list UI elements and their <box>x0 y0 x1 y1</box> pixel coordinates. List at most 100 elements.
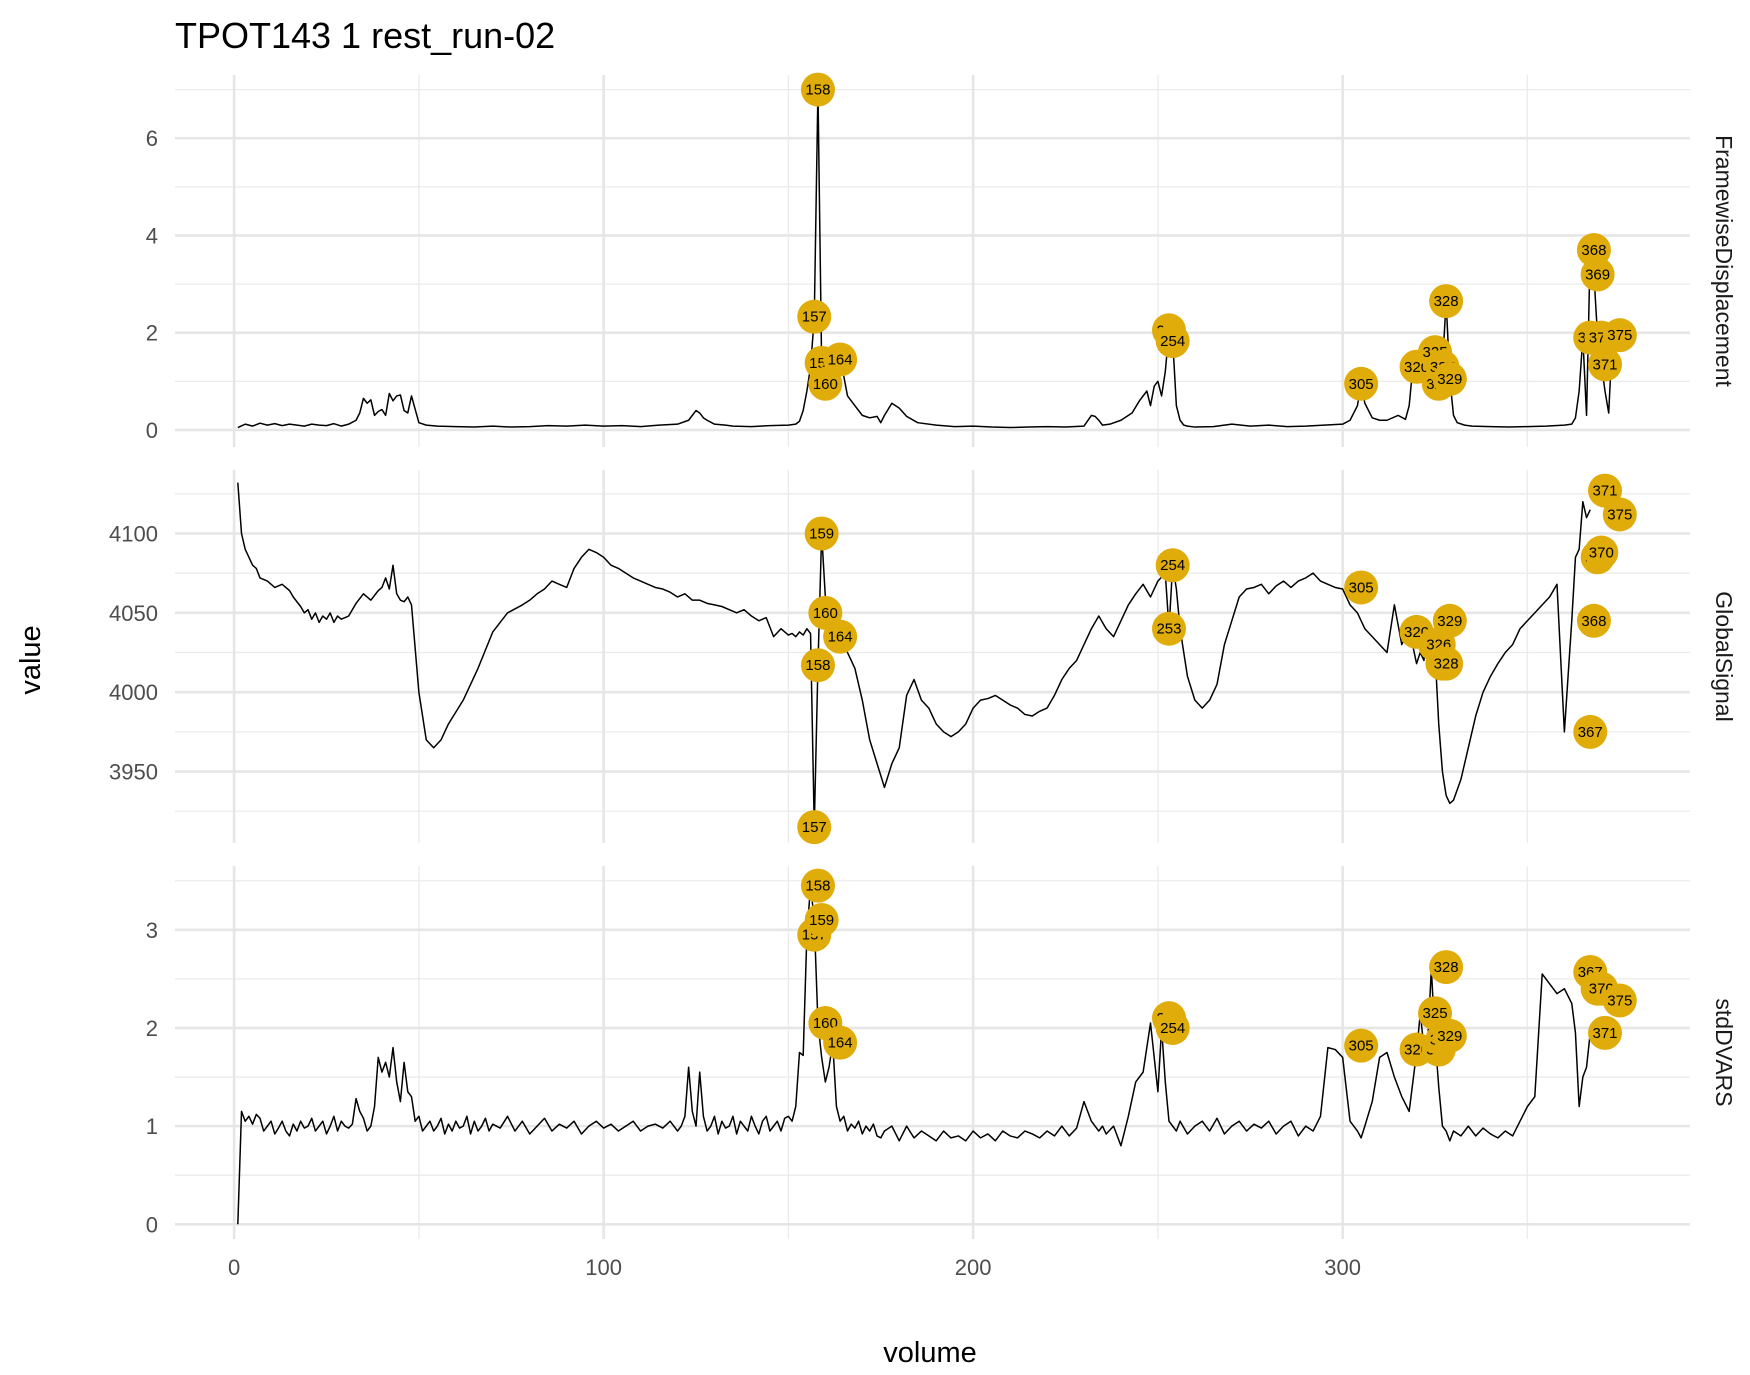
x-tick-label: 0 <box>228 1255 240 1280</box>
y-tick-label: 4 <box>146 223 158 248</box>
y-tick-label: 0 <box>146 418 158 443</box>
panel-1: 3950 4000 4050 4100 GlobalSignal 157 158 159 160… <box>109 470 1737 845</box>
y-tick-label: 4050 <box>109 601 158 626</box>
point-label: 305 <box>1349 1038 1374 1055</box>
point-label: 325 <box>1423 1005 1448 1022</box>
highlight-point <box>1588 1015 1623 1050</box>
point-label: 164 <box>828 351 853 368</box>
point-label: 158 <box>805 657 830 674</box>
panel-2: 0123stdDVARS1571581591601642532543053203… <box>146 866 1737 1239</box>
point-label: 368 <box>1581 613 1606 630</box>
highlight-point <box>797 299 832 334</box>
point-label: 253 <box>1156 621 1181 638</box>
y-axis-title: value <box>15 625 47 694</box>
point-label: 367 <box>1578 724 1603 741</box>
x-axis-title: volume <box>883 1337 977 1369</box>
highlight-point <box>1429 646 1464 681</box>
highlight-point <box>1576 603 1611 638</box>
point-label: 158 <box>805 82 830 99</box>
highlight-point <box>1344 1028 1379 1063</box>
highlight-point <box>1429 284 1464 319</box>
highlight-point <box>1432 361 1467 396</box>
y-tick-label: 2 <box>146 321 158 346</box>
point-label: 305 <box>1349 376 1374 393</box>
highlight-point <box>1155 1010 1190 1045</box>
point-label: 368 <box>1581 242 1606 259</box>
point-label: 371 <box>1592 483 1617 500</box>
highlight-point <box>804 516 839 551</box>
facet-label: GlobalSignal <box>1711 591 1737 721</box>
highlight-point <box>1602 497 1637 532</box>
chart-title: TPOT143 1 rest_run-02 <box>175 15 555 56</box>
highlight-point <box>800 868 835 903</box>
highlight-point <box>1432 603 1467 638</box>
highlight-point <box>1602 983 1637 1018</box>
facet-label: stdDVARS <box>1711 998 1737 1106</box>
y-tick-label: 2 <box>146 1016 158 1041</box>
point-label: 375 <box>1607 327 1632 344</box>
point-label: 157 <box>802 309 827 326</box>
point-label: 254 <box>1160 333 1185 350</box>
panels-group: 0 2 4 6 FramewiseDisplacement 157 158 159 160 164… <box>109 72 1737 1280</box>
y-tick-label: 1 <box>146 1114 158 1139</box>
point-label: 160 <box>813 605 838 622</box>
y-tick-label: 3950 <box>109 760 158 785</box>
highlight-point <box>797 810 832 845</box>
highlight-point <box>1573 714 1608 749</box>
highlight-point <box>1584 535 1619 570</box>
facet-label: FramewiseDisplacement <box>1711 135 1737 387</box>
series-line <box>237 884 1591 1225</box>
highlight-point <box>1432 1018 1467 1053</box>
point-label: 328 <box>1434 293 1459 310</box>
highlight-point <box>823 342 858 377</box>
point-label: 370 <box>1589 545 1614 562</box>
point-label: 371 <box>1592 356 1617 373</box>
y-tick-label: 6 <box>146 126 158 151</box>
point-label: 160 <box>813 1015 838 1032</box>
point-label: 329 <box>1437 371 1462 388</box>
y-tick-label: 3 <box>146 918 158 943</box>
highlight-point <box>1429 950 1464 985</box>
point-label: 305 <box>1349 579 1374 596</box>
x-tick-label: 100 <box>585 1255 622 1280</box>
point-label: 164 <box>828 629 853 646</box>
series-line <box>237 482 1591 828</box>
point-label: 329 <box>1437 613 1462 630</box>
highlight-point <box>1602 318 1637 353</box>
point-label: 159 <box>809 912 834 929</box>
point-label: 371 <box>1592 1025 1617 1042</box>
point-label: 164 <box>828 1035 853 1052</box>
highlight-point <box>1344 570 1379 605</box>
highlight-point <box>800 72 835 107</box>
point-label: 159 <box>809 525 834 542</box>
point-label: 158 <box>805 878 830 895</box>
point-label: 328 <box>1434 959 1459 976</box>
point-label: 329 <box>1437 1028 1462 1045</box>
highlight-point <box>808 366 843 401</box>
point-label: 375 <box>1607 992 1632 1009</box>
y-tick-label: 0 <box>146 1212 158 1237</box>
point-label: 254 <box>1160 557 1185 574</box>
highlight-point <box>1155 548 1190 583</box>
highlight-point <box>1588 347 1623 382</box>
highlight-point <box>1151 611 1186 646</box>
highlight-point <box>1580 257 1615 292</box>
highlight-point <box>823 619 858 654</box>
highlight-point <box>804 902 839 937</box>
x-tick-label: 200 <box>955 1255 992 1280</box>
highlight-point <box>1155 323 1190 358</box>
highlight-point <box>823 1025 858 1060</box>
point-label: 157 <box>802 819 827 836</box>
highlight-point <box>1344 366 1379 401</box>
y-tick-label: 4100 <box>109 521 158 546</box>
x-tick-label: 300 <box>1324 1255 1361 1280</box>
point-label: 160 <box>813 376 838 393</box>
point-label: 328 <box>1434 656 1459 673</box>
y-tick-label: 4000 <box>109 680 158 705</box>
highlight-point <box>800 648 835 683</box>
point-label: 369 <box>1585 266 1610 283</box>
point-label: 375 <box>1607 506 1632 523</box>
